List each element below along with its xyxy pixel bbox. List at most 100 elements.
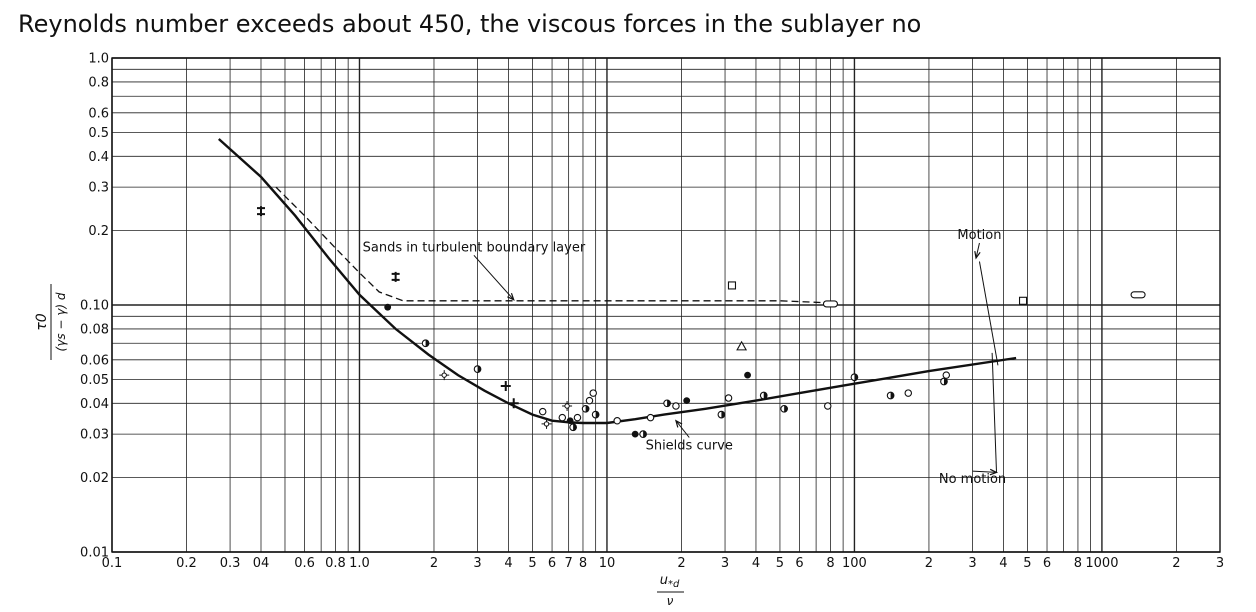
point-marker bbox=[1130, 291, 1146, 299]
x-tick-label: 100 bbox=[842, 556, 867, 571]
point-marker bbox=[538, 407, 547, 416]
y-tick-label: 0.10 bbox=[80, 299, 109, 314]
point-marker bbox=[822, 300, 839, 308]
point-marker bbox=[585, 396, 594, 405]
data-point bbox=[663, 399, 671, 408]
x-tick-label: 2 bbox=[430, 556, 438, 571]
point-marker-fill bbox=[763, 392, 768, 399]
point-marker bbox=[500, 380, 511, 391]
y-tick-label: 0.5 bbox=[88, 126, 109, 141]
point-marker bbox=[558, 413, 567, 422]
data-point bbox=[384, 303, 392, 311]
data-point bbox=[256, 206, 265, 217]
data-point bbox=[562, 401, 573, 412]
point-marker bbox=[724, 394, 733, 402]
x-tick-label: 10 bbox=[599, 556, 616, 571]
point-marker bbox=[646, 413, 655, 422]
annotation-arrow-line bbox=[473, 254, 515, 301]
data-point bbox=[613, 416, 621, 425]
annotation-label: Motion bbox=[957, 228, 1001, 243]
chart-annotations: Sands in turbulent boundary layer Motion S… bbox=[363, 228, 1007, 487]
annotation-label: Sands in turbulent boundary layer bbox=[363, 240, 586, 255]
data-point bbox=[631, 430, 639, 438]
motion-pointer-line bbox=[978, 261, 999, 366]
sands-boundary-layer-line bbox=[275, 186, 831, 304]
data-point bbox=[904, 389, 913, 397]
point-marker bbox=[564, 403, 570, 409]
x-tick-label: 5 bbox=[528, 556, 536, 571]
chart-grid bbox=[111, 57, 1221, 553]
data-point bbox=[581, 404, 590, 413]
point-marker bbox=[508, 398, 519, 409]
point-marker bbox=[384, 303, 392, 311]
x-tick-label: 0.6 bbox=[294, 556, 315, 571]
data-point bbox=[646, 413, 655, 422]
annotation-arrow-head bbox=[989, 468, 999, 476]
chart-axis-labels: u *d ν τ0 (γs − γ) d bbox=[34, 284, 684, 608]
x-tick-label: 0.8 bbox=[325, 556, 346, 571]
y-tick-label: 1.0 bbox=[88, 52, 109, 67]
point-marker bbox=[942, 371, 951, 379]
data-point bbox=[1018, 296, 1028, 305]
no-motion-pointer-line bbox=[991, 352, 998, 473]
y-tick-label: 0.4 bbox=[88, 150, 109, 165]
x-tick-label: 0.2 bbox=[176, 556, 197, 571]
y-tick-label: 0.06 bbox=[80, 353, 109, 368]
annotation-label: Shields curve bbox=[646, 439, 733, 454]
y-tick-label: 0.02 bbox=[80, 471, 109, 486]
data-point bbox=[736, 340, 748, 351]
data-point bbox=[473, 365, 482, 373]
data-point bbox=[727, 281, 737, 290]
data-point bbox=[1130, 291, 1146, 299]
x-tick-label: 1000 bbox=[1085, 556, 1118, 571]
data-point bbox=[850, 373, 859, 382]
data-point bbox=[672, 402, 680, 410]
data-point bbox=[566, 417, 574, 425]
point-marker-fill bbox=[890, 392, 894, 399]
point-marker-fill bbox=[425, 339, 429, 347]
point-marker bbox=[573, 413, 582, 422]
x-tick-label: 2 bbox=[677, 556, 685, 571]
y-tick-label: 0.03 bbox=[80, 428, 109, 443]
y-tick-label: 0.04 bbox=[80, 397, 109, 412]
point-marker-fill bbox=[943, 378, 948, 385]
x-tick-label: 1.0 bbox=[349, 556, 370, 571]
point-marker-fill bbox=[854, 373, 858, 381]
y-tick-label: 0.05 bbox=[80, 373, 109, 388]
data-point bbox=[717, 410, 726, 419]
point-marker bbox=[543, 421, 550, 427]
data-point bbox=[591, 410, 600, 419]
y-axis-label-text: (γs − γ) d bbox=[54, 292, 68, 351]
point-marker bbox=[256, 206, 265, 217]
x-tick-label: 6 bbox=[548, 556, 556, 571]
point-marker-fill bbox=[585, 405, 589, 413]
data-point bbox=[683, 397, 691, 405]
data-point bbox=[391, 271, 400, 282]
point-marker bbox=[391, 271, 400, 282]
x-axis-label-text: *d bbox=[668, 579, 680, 590]
point-marker-fill bbox=[667, 399, 671, 407]
data-point bbox=[759, 391, 768, 400]
y-tick-label: 0.3 bbox=[88, 181, 109, 196]
data-point bbox=[538, 407, 547, 416]
x-tick-label: 7 bbox=[564, 556, 572, 571]
x-tick-label: 6 bbox=[795, 556, 803, 571]
point-marker bbox=[613, 416, 621, 425]
x-axis-label-text: u bbox=[660, 573, 668, 588]
x-tick-label: 3 bbox=[473, 556, 481, 571]
data-point bbox=[639, 430, 647, 439]
annotation: Shields curve bbox=[646, 419, 733, 454]
point-marker bbox=[683, 397, 691, 405]
page-caption: Reynolds number exceeds about 450, the v… bbox=[18, 10, 922, 38]
x-tick-label: 4 bbox=[999, 556, 1007, 571]
y-axis-label: τ0 (γs − γ) d bbox=[34, 284, 68, 360]
x-tick-label: 8 bbox=[826, 556, 834, 571]
data-point bbox=[823, 402, 832, 410]
x-tick-label: 0.3 bbox=[220, 556, 241, 571]
data-point bbox=[569, 423, 577, 432]
y-tick-label: 0.8 bbox=[88, 75, 109, 90]
annotation-arrow-line bbox=[675, 420, 690, 438]
data-point bbox=[744, 371, 751, 379]
annotation-arrow-line bbox=[972, 470, 997, 473]
